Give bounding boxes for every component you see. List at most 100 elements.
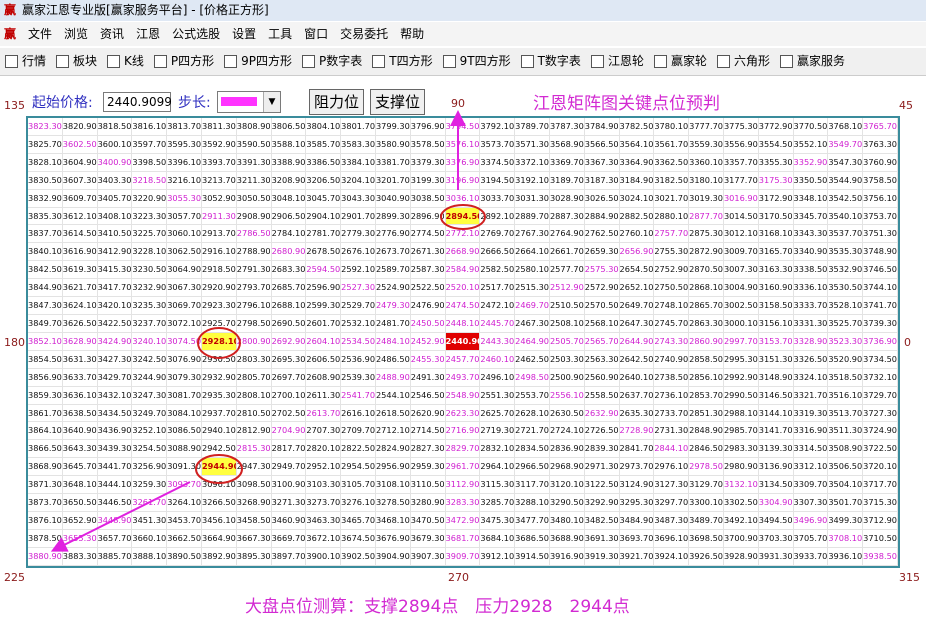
grid-cell: 3880.90 [28, 547, 63, 566]
grid-cell: 3194.50 [480, 171, 516, 190]
grid-cell: 3686.50 [515, 529, 550, 548]
toolbar-button[interactable]: K线 [102, 48, 149, 75]
grid-cell: 3856.90 [28, 368, 63, 387]
grid-cell: 3470.50 [410, 511, 446, 530]
toolbar-button[interactable]: P数字表 [297, 48, 367, 75]
grid-cell: 2820.10 [306, 440, 342, 459]
grid-cell: 2740.90 [654, 350, 690, 369]
grid-cell: 3710.50 [863, 529, 898, 548]
toolbar-button[interactable]: 9P四方形 [219, 48, 297, 75]
menu-item[interactable]: 帮助 [400, 27, 425, 41]
menu-item[interactable]: 交易委托 [340, 27, 389, 41]
gann-grid: 3823.30 3820.90 3818.50 3816.10 3813.70 3811.… [26, 116, 900, 568]
grid-cell: 3103.30 [306, 476, 342, 495]
toolbar-button[interactable]: P四方形 [149, 48, 219, 75]
toolbar-label: 板块 [73, 54, 98, 68]
grid-cell: 3266.50 [201, 494, 237, 512]
grid-cell: 3832.90 [28, 189, 63, 208]
toolbar-button[interactable]: 六角形 [712, 48, 775, 75]
grid-cell: 2488.90 [375, 368, 411, 387]
step-select[interactable]: ▼ [217, 91, 281, 113]
grid-cell: 3868.90 [28, 458, 63, 477]
toolbar-button[interactable]: 赢家服务 [775, 48, 850, 75]
toolbar-label: T数字表 [537, 54, 581, 68]
grid-cell: 2815.30 [236, 440, 272, 459]
grid-cell: 3290.50 [549, 494, 585, 512]
toolbar-button[interactable]: 赢家轮 [649, 48, 712, 75]
grid-cell: 2716.90 [445, 422, 481, 441]
grid-cell: 2923.30 [201, 297, 237, 315]
toolbar-label: 江恩轮 [607, 54, 644, 68]
grid-cell: 3921.70 [619, 547, 655, 566]
grid-cell: 3520.90 [828, 350, 864, 369]
toolbar: 行情 板块 K线 P四方形 9P四方形 P数字表 T四方形 9T四方形 T数字表 江恩轮 赢家轮 六角… [0, 48, 926, 76]
start-input[interactable]: 2440.9099 [103, 92, 172, 112]
grid-cell: 3333.70 [793, 297, 829, 315]
grid-cell: 3144.10 [758, 404, 794, 423]
grid-cell: 3432.10 [97, 386, 133, 405]
grid-cell: 3360.10 [689, 153, 724, 172]
toolbar-button[interactable]: 板块 [51, 48, 102, 75]
grid-cell: 3264.10 [167, 494, 202, 512]
grid-cell: 3609.70 [62, 189, 98, 208]
grid-cell: 3828.10 [28, 153, 63, 172]
menu-item[interactable]: 文件 [28, 27, 53, 41]
menu-item[interactable]: 浏览 [64, 27, 89, 41]
menu-item[interactable]: 工具 [268, 27, 293, 41]
grid-cell: 3540.10 [828, 207, 864, 226]
grid-cell: 2493.70 [445, 368, 481, 387]
grid-cell: 3391.30 [236, 153, 272, 172]
grid-cell: 3427.30 [97, 350, 133, 369]
grid-cell: 2832.10 [480, 440, 516, 459]
grid-cell: 2733.70 [654, 404, 690, 423]
grid-cell: 3098.50 [236, 476, 272, 495]
toolbar-button[interactable]: T数字表 [516, 48, 586, 75]
grid-cell: 2896.90 [410, 207, 446, 226]
grid-cell: 3552.10 [793, 135, 829, 154]
grid-cell: 3132.10 [723, 476, 759, 495]
toolbar-button[interactable]: T四方形 [367, 48, 437, 75]
grid-cell: 2719.30 [480, 422, 516, 441]
grid-cell: 3602.50 [62, 135, 98, 154]
grid-cell: 3331.30 [793, 314, 829, 333]
grid-cell: 2527.30 [341, 279, 376, 298]
grid-cell: 3134.50 [758, 476, 794, 495]
grid-cell: 3261.70 [132, 494, 168, 512]
support-button[interactable]: 支撑位 [370, 89, 426, 115]
grid-cell: 3919.30 [584, 547, 620, 566]
grid-cell: 3429.70 [97, 368, 133, 387]
menu-item[interactable]: 设置 [232, 27, 257, 41]
menu-item[interactable]: 窗口 [304, 27, 329, 41]
grid-cell: 2625.70 [480, 404, 516, 423]
grid-cell: 2995.30 [723, 350, 759, 369]
grid-cell: 3211.30 [236, 171, 272, 190]
grid-cell: 3055.30 [167, 189, 202, 208]
menu-item[interactable]: 公式选股 [172, 27, 221, 41]
grid-cell: 3170.50 [758, 207, 794, 226]
grid-cell: 3076.90 [167, 350, 202, 369]
grid-cell: 3441.70 [97, 458, 133, 477]
grid-cell: 2803.30 [236, 350, 272, 369]
grid-cell: 2808.10 [236, 386, 272, 405]
grid-cell: 3309.70 [793, 476, 829, 495]
grid-cell: 3516.10 [828, 386, 864, 405]
grid-cell: 2997.70 [723, 332, 759, 351]
grid-cell: 3662.50 [167, 529, 202, 548]
grid-cell: 2932.90 [201, 368, 237, 387]
grid-cell: 3847.30 [28, 297, 63, 315]
grid-cell: 3283.30 [445, 494, 481, 512]
grid-cell: 2534.50 [341, 332, 376, 351]
toolbar-button[interactable]: 行情 [0, 48, 51, 75]
resistance-button[interactable]: 阻力位 [309, 89, 365, 115]
grid-cell: 3355.30 [758, 153, 794, 172]
toolbar-button[interactable]: 9T四方形 [438, 48, 516, 75]
grid-cell: 2745.70 [654, 314, 690, 333]
grid-cell: 3674.50 [341, 529, 376, 548]
grid-cell: 2865.70 [689, 297, 724, 315]
grid-cell: 2568.10 [584, 314, 620, 333]
menu-item[interactable]: 江恩 [136, 27, 161, 41]
toolbar-button[interactable]: 江恩轮 [586, 48, 649, 75]
grid-cell: 3184.90 [619, 171, 655, 190]
menu-item[interactable]: 资讯 [100, 27, 125, 41]
grid-cell: 3813.70 [167, 118, 202, 136]
